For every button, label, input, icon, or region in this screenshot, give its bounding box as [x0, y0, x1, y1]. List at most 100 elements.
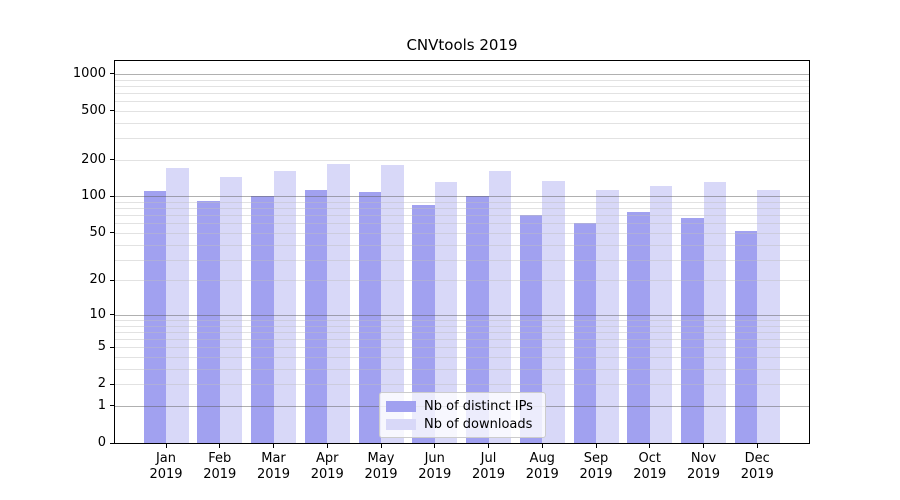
x-tick-year: 2019	[203, 467, 237, 482]
y-tick-mark	[110, 159, 114, 161]
x-tick-label-nov: Nov 2019	[676, 451, 732, 483]
left-spine	[114, 60, 115, 444]
x-tick-year: 2019	[149, 467, 183, 482]
x-tick-year: 2019	[686, 467, 721, 482]
x-tick-month: Apr	[316, 451, 339, 466]
bar-distinct-ips-may	[358, 192, 381, 443]
y-tick-mark	[110, 405, 114, 407]
y-tick-label: 20	[89, 272, 106, 288]
x-tick-mark	[273, 444, 274, 448]
y-tick-label: 500	[81, 102, 106, 118]
y-tick-mark	[110, 383, 114, 385]
legend-label-downloads: Nb of downloads	[424, 416, 533, 432]
x-tick-month: Mar	[261, 451, 286, 466]
bar-downloads-sep	[596, 190, 619, 443]
bar-downloads-mar	[273, 170, 296, 443]
bar-distinct-ips-jan	[143, 191, 166, 443]
y-tick-mark	[110, 314, 114, 316]
minor-gridline	[115, 110, 809, 112]
legend-label-distinct-ips: Nb of distinct IPs	[424, 398, 533, 414]
bar-distinct-ips-jun	[412, 205, 435, 443]
y-tick-mark	[110, 442, 114, 444]
minor-gridline	[115, 232, 809, 234]
minor-gridline	[115, 122, 809, 124]
minor-gridline	[115, 320, 809, 321]
bar-distinct-ips-jul	[466, 196, 489, 443]
y-tick-label: 10	[89, 306, 106, 322]
y-tick-label: 200	[81, 151, 106, 167]
bar-distinct-ips-feb	[197, 200, 220, 443]
x-tick-month: Sep	[583, 451, 609, 466]
y-tick-mark	[110, 110, 114, 112]
x-tick-year: 2019	[740, 467, 774, 482]
x-tick-mark	[595, 444, 597, 448]
minor-gridline	[115, 357, 809, 359]
y-tick-label: 1	[97, 397, 106, 413]
x-tick-month: Jul	[480, 451, 497, 466]
y-tick-mark	[110, 346, 114, 348]
x-tick-month: Feb	[208, 451, 232, 466]
minor-gridline	[115, 101, 809, 103]
bottom-spine	[114, 443, 810, 444]
bar-downloads-jan	[166, 168, 189, 443]
x-tick-mark	[541, 444, 543, 448]
bar-distinct-ips-aug	[519, 215, 543, 443]
x-tick-mark	[326, 444, 328, 448]
x-tick-mark	[380, 444, 382, 448]
minor-gridline	[115, 339, 809, 341]
minor-gridline	[115, 159, 809, 161]
x-tick-month: May	[367, 451, 395, 466]
x-tick-mark	[434, 444, 436, 448]
minor-gridline	[115, 280, 809, 282]
x-tick-year: 2019	[471, 467, 506, 482]
x-tick-year: 2019	[525, 467, 559, 482]
minor-gridline	[115, 202, 809, 204]
minor-gridline	[115, 347, 809, 349]
legend: Nb of distinct IPs Nb of downloads	[379, 392, 546, 438]
bar-downloads-oct	[649, 186, 673, 443]
minor-gridline	[115, 215, 809, 217]
bar-distinct-ips-oct	[627, 212, 650, 443]
legend-item-downloads: Nb of downloads	[386, 417, 537, 432]
bar-distinct-ips-dec	[734, 230, 758, 443]
x-tick-label-oct: Oct 2019	[622, 451, 678, 483]
x-tick-month: Aug	[529, 451, 555, 466]
x-tick-year: 2019	[310, 467, 344, 482]
y-tick-mark	[110, 232, 114, 234]
y-tick-label: 2	[97, 376, 106, 392]
minor-gridline	[115, 331, 809, 333]
x-tick-label-jun: Jun 2019	[407, 451, 463, 483]
chart-title: CNVtools 2019	[406, 36, 518, 54]
right-spine	[809, 60, 810, 444]
x-tick-label-dec: Dec 2019	[729, 451, 785, 483]
x-tick-year: 2019	[418, 467, 452, 482]
bar-downloads-jul	[488, 170, 511, 443]
x-tick-month: Dec	[744, 451, 770, 466]
bar-downloads-feb	[219, 176, 243, 443]
y-tick-label: 100	[81, 188, 106, 204]
y-tick-mark	[110, 195, 114, 197]
minor-gridline	[115, 259, 809, 261]
y-tick-label: 1000	[72, 65, 106, 81]
bar-downloads-aug	[542, 180, 565, 443]
top-spine	[114, 60, 810, 61]
x-tick-year: 2019	[256, 467, 291, 482]
x-tick-mark	[649, 444, 651, 448]
x-tick-mark	[756, 444, 758, 448]
x-tick-mark	[488, 444, 489, 448]
bar-downloads-jun	[434, 182, 458, 443]
bar-downloads-apr	[327, 163, 350, 443]
x-tick-year: 2019	[579, 467, 613, 482]
y-tick-mark	[110, 73, 114, 75]
minor-gridline	[115, 92, 809, 94]
x-tick-label-jul: Jul 2019	[461, 451, 517, 483]
x-tick-year: 2019	[633, 467, 667, 482]
x-tick-label-sep: Sep 2019	[568, 451, 624, 483]
bar-downloads-may	[381, 164, 404, 443]
x-tick-label-jan: Jan 2019	[138, 451, 194, 483]
y-tick-label: 0	[97, 435, 106, 450]
x-tick-month: Jun	[424, 451, 445, 466]
y-tick-label: 5	[97, 339, 106, 355]
minor-gridline	[115, 208, 809, 210]
